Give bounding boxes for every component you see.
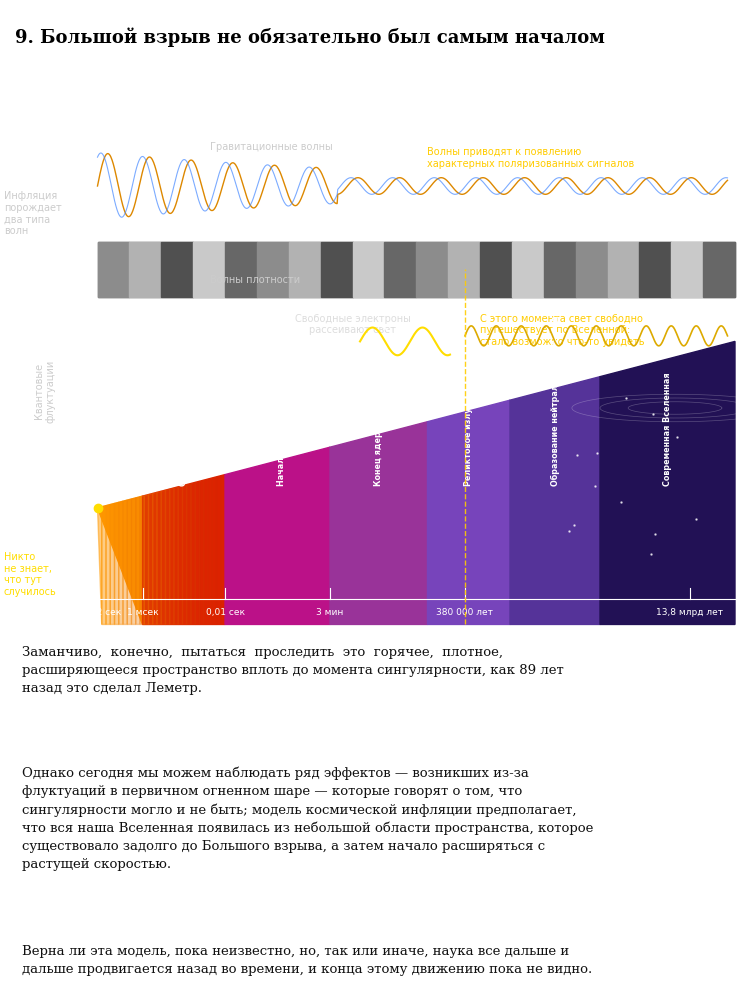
Bar bbox=[256, 241, 289, 297]
Bar bbox=[512, 241, 544, 297]
Text: Образование протонов: Образование протонов bbox=[179, 379, 188, 486]
Polygon shape bbox=[123, 500, 128, 624]
Bar bbox=[416, 241, 448, 297]
Bar bbox=[703, 241, 735, 297]
Text: Квантовые
флуктуации: Квантовые флуктуации bbox=[34, 360, 56, 423]
Text: Эволюция Вселенной: Эволюция Вселенной bbox=[245, 103, 505, 123]
Bar bbox=[576, 241, 608, 297]
Polygon shape bbox=[174, 487, 178, 624]
Polygon shape bbox=[600, 341, 735, 624]
Text: Заманчиво,  конечно,  пытаться  проследить  это  горячее,  плотное,
расширяющеес: Заманчиво, конечно, пытаться проследить … bbox=[22, 646, 564, 695]
Bar bbox=[98, 241, 735, 297]
Bar bbox=[129, 241, 161, 297]
Polygon shape bbox=[330, 422, 427, 624]
Text: 3 мин: 3 мин bbox=[316, 608, 344, 617]
Bar bbox=[448, 241, 480, 297]
Polygon shape bbox=[208, 478, 212, 624]
Bar bbox=[98, 241, 129, 297]
Polygon shape bbox=[157, 491, 161, 624]
Polygon shape bbox=[195, 481, 200, 624]
Text: Конец ядерного синтеза: Конец ядерного синтеза bbox=[374, 371, 383, 486]
Text: Волны плотности: Волны плотности bbox=[210, 275, 300, 285]
Text: 0,01 сек: 0,01 сек bbox=[206, 608, 245, 617]
Polygon shape bbox=[140, 496, 144, 624]
Bar bbox=[639, 241, 671, 297]
Polygon shape bbox=[136, 497, 140, 624]
Text: Современная Вселенная: Современная Вселенная bbox=[663, 372, 672, 486]
Text: Волны приводят к появлению
характерных поляризованных сигналов: Волны приводят к появлению характерных п… bbox=[427, 147, 634, 169]
Text: Шкала времени: Шкала времени bbox=[322, 641, 428, 654]
Polygon shape bbox=[178, 486, 182, 624]
Text: Инфляция: Инфляция bbox=[119, 438, 128, 486]
Polygon shape bbox=[115, 502, 118, 624]
Text: Гравитационные волны: Гравитационные волны bbox=[210, 142, 333, 152]
Polygon shape bbox=[110, 503, 115, 624]
Text: Реликтовое излучение: Реликтовое излучение bbox=[464, 380, 473, 486]
Text: 9. Большой взрыв не обязательно был самым началом: 9. Большой взрыв не обязательно был самы… bbox=[15, 28, 604, 47]
Text: Верна ли эта модель, пока неизвестно, но, так или иначе, наука все дальше и
даль: Верна ли эта модель, пока неизвестно, но… bbox=[22, 945, 592, 976]
Text: 1 мсек: 1 мсек bbox=[127, 608, 158, 617]
Text: 380 000 лет: 380 000 лет bbox=[436, 608, 494, 617]
Polygon shape bbox=[128, 499, 131, 624]
Bar bbox=[608, 241, 639, 297]
Polygon shape bbox=[118, 501, 123, 624]
Bar bbox=[161, 241, 194, 297]
Text: Однако сегодня мы можем наблюдать ряд эффектов — возникших из-за
флуктуаций в пе: Однако сегодня мы можем наблюдать ряд эф… bbox=[22, 766, 594, 871]
Polygon shape bbox=[106, 505, 110, 624]
Polygon shape bbox=[148, 493, 153, 624]
Polygon shape bbox=[510, 377, 600, 624]
Polygon shape bbox=[142, 475, 225, 624]
Bar bbox=[194, 241, 225, 297]
Bar bbox=[225, 241, 256, 297]
Bar bbox=[321, 241, 352, 297]
Polygon shape bbox=[170, 488, 174, 624]
Bar bbox=[480, 241, 512, 297]
Polygon shape bbox=[187, 483, 191, 624]
Polygon shape bbox=[191, 482, 195, 624]
Polygon shape bbox=[153, 492, 157, 624]
Polygon shape bbox=[204, 479, 208, 624]
Polygon shape bbox=[102, 506, 106, 624]
Polygon shape bbox=[144, 495, 148, 624]
Text: Свободные электроны
рассеивают свет: Свободные электроны рассеивают свет bbox=[295, 314, 410, 335]
Polygon shape bbox=[182, 485, 187, 624]
Text: Никто
не знает,
что тут
случилось: Никто не знает, что тут случилось bbox=[4, 552, 56, 597]
Bar bbox=[384, 241, 416, 297]
Text: 10⁳32 сек: 10⁳32 сек bbox=[74, 608, 122, 617]
Bar bbox=[671, 241, 703, 297]
Text: С этого момента свет свободно
путешествует по Вселенной:
стало возможно что-то у: С этого момента свет свободно путешеству… bbox=[480, 314, 644, 347]
Text: Начало ядерного синтеза: Начало ядерного синтеза bbox=[277, 366, 286, 486]
Polygon shape bbox=[98, 496, 142, 624]
Bar bbox=[352, 241, 384, 297]
Polygon shape bbox=[98, 507, 102, 624]
Polygon shape bbox=[225, 447, 330, 624]
Polygon shape bbox=[131, 498, 136, 624]
Text: Образование нейтрального водорода: Образование нейтрального водорода bbox=[550, 309, 560, 486]
Text: 13,8 млрд лет: 13,8 млрд лет bbox=[656, 608, 724, 617]
Text: Инфляция
порождает
два типа
волн: Инфляция порождает два типа волн bbox=[4, 191, 62, 236]
Polygon shape bbox=[166, 489, 170, 624]
Polygon shape bbox=[200, 480, 204, 624]
Polygon shape bbox=[427, 400, 510, 624]
Bar bbox=[289, 241, 321, 297]
Bar bbox=[544, 241, 576, 297]
Polygon shape bbox=[161, 490, 166, 624]
